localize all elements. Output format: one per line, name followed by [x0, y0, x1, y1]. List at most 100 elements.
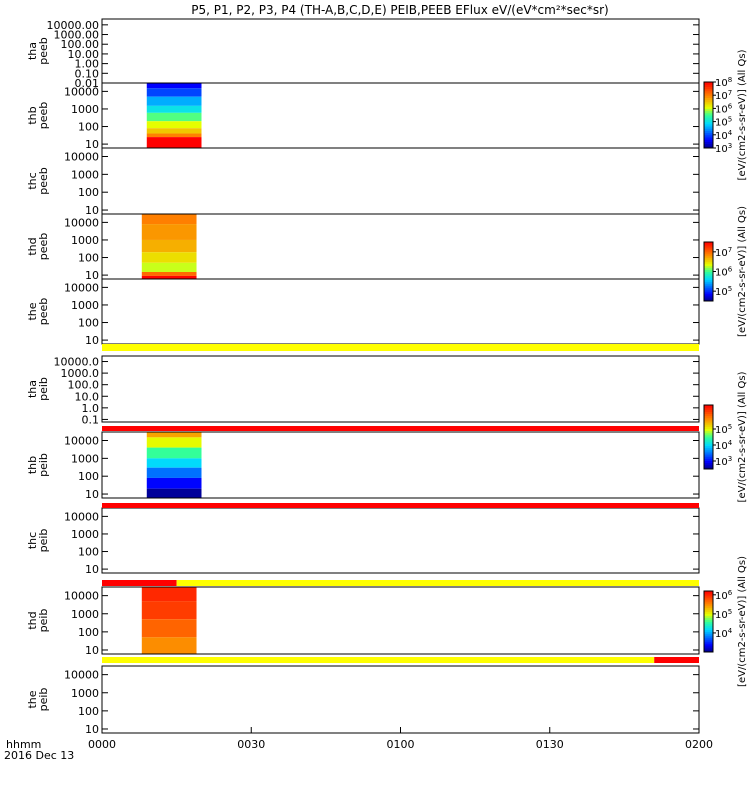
colorbar-frame	[703, 590, 714, 653]
panel-frame	[101, 18, 700, 84]
spectrogram-band-4	[141, 637, 197, 654]
colorbar-tick-label: 105	[715, 285, 732, 298]
y-tick-label: 1000	[71, 299, 99, 312]
spectrogram-band-2	[141, 224, 197, 240]
spectrogram-band-5	[141, 262, 197, 273]
panel-frame	[101, 431, 700, 499]
colorbar-swatch	[704, 449, 713, 453]
x-tick-label: 0200	[685, 738, 713, 751]
colorbar-swatch	[704, 413, 713, 417]
colorbar-swatch	[704, 261, 713, 265]
y-tick-label: 1000.0	[61, 367, 100, 380]
colorbar-swatch	[704, 117, 713, 120]
colorbar-tick-label: 106	[715, 266, 733, 279]
y-tick-label: 1.00	[75, 58, 100, 71]
colorbar-tick-label: 107	[715, 246, 732, 259]
y-tick-label: 1000	[71, 687, 99, 700]
y-tick-label: 100	[78, 626, 99, 639]
panel-frame	[101, 147, 700, 215]
colorbar-swatch	[704, 82, 713, 85]
colorbar-swatch	[704, 295, 713, 298]
colorbar-swatch	[704, 249, 713, 253]
chart-title: P5, P1, P2, P3, P4 (TH-A,B,C,D,E) PEIB,P…	[191, 3, 608, 17]
colorbar-swatch	[704, 104, 713, 107]
spectrogram-band-1	[146, 432, 202, 438]
panel-instrument-label: peeb	[37, 298, 50, 326]
colorbar-swatch	[704, 613, 713, 616]
colorbar-swatch	[704, 121, 713, 125]
y-tick-label: 10	[85, 723, 99, 736]
y-tick-label: 10	[85, 204, 99, 217]
colorbar-swatch	[704, 130, 713, 134]
y-tick-label: 10000.0	[54, 356, 100, 369]
colorbar-swatch	[704, 603, 713, 606]
y-tick-label: 100	[78, 546, 99, 559]
panel-frame	[101, 355, 700, 423]
status-bar	[102, 426, 699, 431]
colorbar-swatch	[704, 291, 713, 294]
colorbar-swatch	[704, 84, 713, 87]
spectrogram-band-1	[141, 214, 197, 225]
colorbar-swatch	[704, 649, 713, 653]
colorbar-swatch	[704, 132, 713, 136]
colorbar-swatch	[704, 271, 713, 274]
colorbar-swatch	[704, 86, 713, 90]
colorbar-swatch	[704, 299, 713, 302]
y-tick-label: 100.0	[68, 379, 100, 392]
colorbar-swatch	[704, 93, 713, 96]
colorbar-swatch	[704, 462, 713, 466]
panel-probe-label: thd	[26, 611, 39, 629]
status-bar-segment	[102, 503, 699, 508]
y-tick-label: 1000	[71, 608, 99, 621]
y-tick-label: 10.0	[75, 390, 100, 403]
y-tick-label: 10000.00	[47, 19, 100, 32]
status-bar-segment	[102, 426, 699, 431]
colorbar-tick-label: 103	[715, 455, 732, 468]
y-tick-label: 100	[78, 705, 99, 718]
colorbar-swatch	[704, 128, 713, 131]
colorbar-swatch	[704, 134, 713, 138]
colorbar-swatch	[704, 126, 713, 129]
y-tick-label: 1000	[71, 168, 99, 181]
colorbar-swatch	[704, 627, 713, 631]
colorbar-label: [eV/(cm2-s-sr-eV)] (All Qs)	[737, 556, 748, 687]
y-tick-label: 10.00	[68, 48, 100, 61]
spectrogram-band-2	[141, 601, 197, 620]
colorbar-swatch	[704, 265, 713, 269]
colorbar-swatch	[704, 143, 713, 147]
colorbar-swatch	[704, 255, 713, 259]
colorbar-swatch	[704, 281, 713, 284]
colorbar-swatch	[704, 405, 713, 408]
y-tick-label: 10000	[64, 590, 99, 603]
y-tick-label: 10000	[64, 510, 99, 523]
colorbar-swatch	[704, 445, 713, 449]
y-tick-label: 0.01	[75, 77, 100, 90]
panel-instrument-label: peib	[37, 688, 50, 712]
panel-frame	[101, 278, 700, 345]
colorbar-swatch	[704, 430, 713, 434]
x-axis: 0000 0030 0100 0130 0200	[88, 727, 713, 751]
colorbar-swatch	[704, 273, 713, 276]
colorbar-swatch	[704, 141, 713, 145]
x-tick-label: 0030	[237, 738, 265, 751]
colorbar-swatch	[704, 257, 713, 261]
colorbar-swatch	[704, 432, 713, 436]
y-tick-label: 10000	[64, 435, 99, 448]
colorbar-swatch	[704, 243, 713, 247]
colorbar-swatch	[704, 635, 713, 639]
colorbar-swatch	[704, 283, 713, 286]
colorbar-tick-label: 106	[715, 589, 733, 602]
colorbar-tick-label: 107	[715, 89, 732, 102]
y-tick-label: 1000	[71, 528, 99, 541]
colorbar-swatch	[704, 259, 713, 263]
y-tick-label: 10000	[64, 151, 99, 164]
x-units-label: hhmm	[6, 738, 41, 751]
colorbar-swatch	[704, 269, 713, 272]
